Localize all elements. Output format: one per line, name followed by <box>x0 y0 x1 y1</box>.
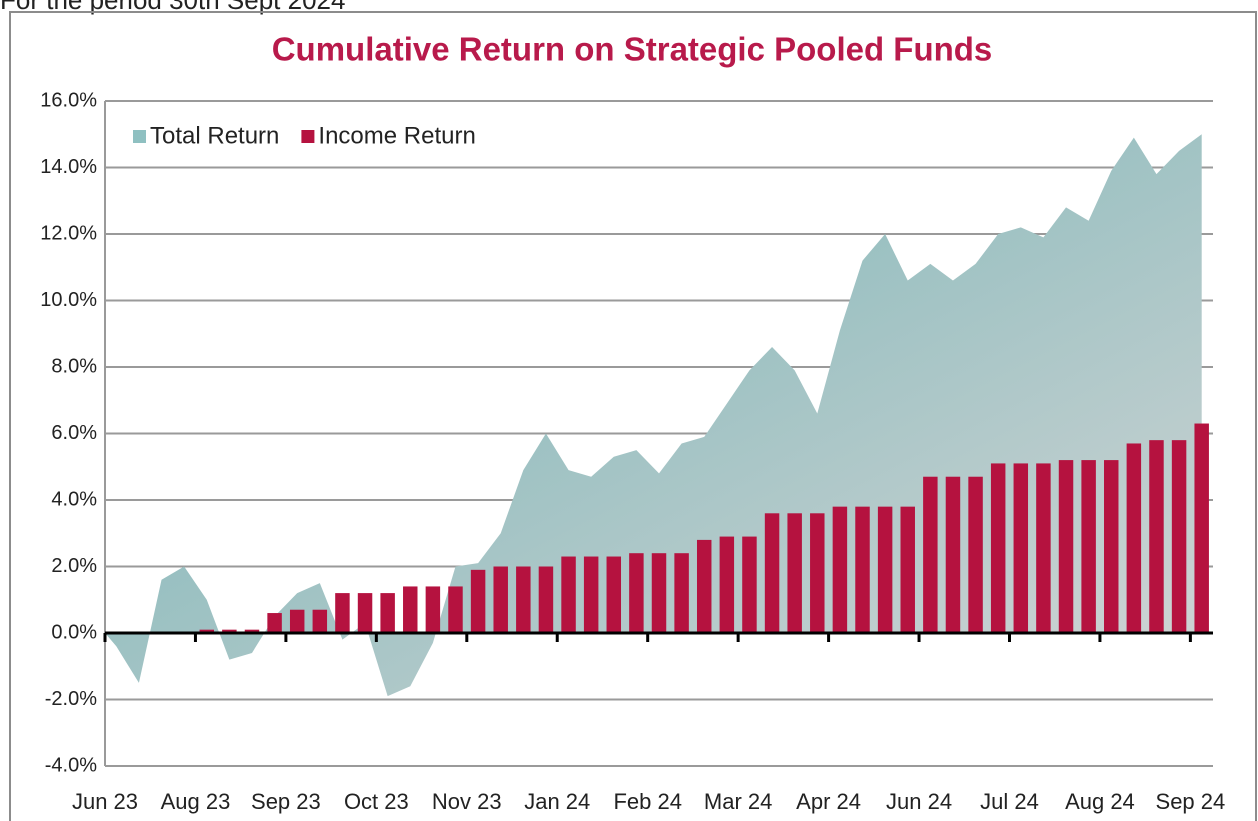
bar <box>1126 443 1142 633</box>
x-tick-label: Aug 23 <box>161 789 231 814</box>
bar <box>1058 460 1074 633</box>
y-tick-label: 6.0% <box>51 422 97 444</box>
y-tick-label: -2.0% <box>45 688 97 710</box>
x-tick-label: Oct 23 <box>344 789 409 814</box>
bar <box>561 556 576 633</box>
x-tick-label: Aug 24 <box>1065 789 1135 814</box>
bar <box>1194 423 1209 633</box>
bar <box>855 506 870 633</box>
bar <box>1171 440 1187 633</box>
bar <box>312 609 328 633</box>
bar <box>470 569 486 633</box>
y-tick-label: 0.0% <box>51 621 97 643</box>
y-tick-label: 14.0% <box>40 156 97 178</box>
bar <box>222 629 237 633</box>
bar <box>199 629 214 633</box>
bar <box>968 476 983 633</box>
bar <box>289 609 305 633</box>
y-tick-label: 4.0% <box>51 488 97 510</box>
bar <box>267 613 282 633</box>
y-tick-label: 10.0% <box>40 289 97 311</box>
bar <box>945 476 961 633</box>
bar <box>787 513 802 633</box>
y-tick-label: 12.0% <box>40 222 97 244</box>
x-tick-label: Jan 24 <box>524 789 590 814</box>
bar <box>877 506 893 633</box>
bar <box>742 536 757 633</box>
bar <box>990 463 1006 633</box>
bar <box>696 539 712 633</box>
x-tick-label: Mar 24 <box>704 789 772 814</box>
x-tick-label: Sep 23 <box>251 789 321 814</box>
x-tick-label: Jun 24 <box>886 789 952 814</box>
bar <box>900 506 915 633</box>
bar <box>335 593 350 633</box>
bar <box>810 513 825 633</box>
bar <box>764 513 780 633</box>
bar <box>583 556 599 633</box>
legend-label: Total Return <box>150 122 279 149</box>
y-tick-label: -4.0% <box>45 754 97 776</box>
x-tick-label: Apr 24 <box>796 789 861 814</box>
bar <box>448 586 463 633</box>
chart-border <box>9 11 1257 821</box>
x-tick-label: Feb 24 <box>613 789 682 814</box>
chart-title: Cumulative Return on Strategic Pooled Fu… <box>272 31 993 68</box>
bar <box>1013 463 1029 633</box>
bar <box>832 506 848 633</box>
bar <box>923 476 938 633</box>
bar <box>719 536 735 633</box>
bar <box>244 629 260 633</box>
bar <box>674 553 689 633</box>
legend-label: Income Return <box>318 122 475 149</box>
bar <box>357 593 373 633</box>
legend-swatch <box>301 130 315 143</box>
x-tick-label: Sep 24 <box>1156 789 1226 814</box>
bar <box>606 556 622 633</box>
y-tick-label: 2.0% <box>51 555 97 577</box>
legend-swatch <box>133 130 146 143</box>
bar <box>493 566 508 633</box>
bar <box>380 593 395 633</box>
x-tick-label: Jul 24 <box>980 789 1039 814</box>
bar <box>538 566 554 633</box>
x-tick-label: Jun 23 <box>72 789 138 814</box>
y-tick-label: 8.0% <box>51 355 97 377</box>
bar <box>1149 440 1164 633</box>
bar <box>629 553 644 633</box>
y-tick-label: 16.0% <box>40 89 97 111</box>
bar <box>651 553 667 633</box>
bar <box>425 586 441 633</box>
x-tick-label: Nov 23 <box>432 789 502 814</box>
bar <box>516 566 531 633</box>
bar <box>1036 463 1051 633</box>
bar <box>403 586 418 633</box>
bar <box>1104 460 1119 633</box>
bar <box>1081 460 1096 633</box>
